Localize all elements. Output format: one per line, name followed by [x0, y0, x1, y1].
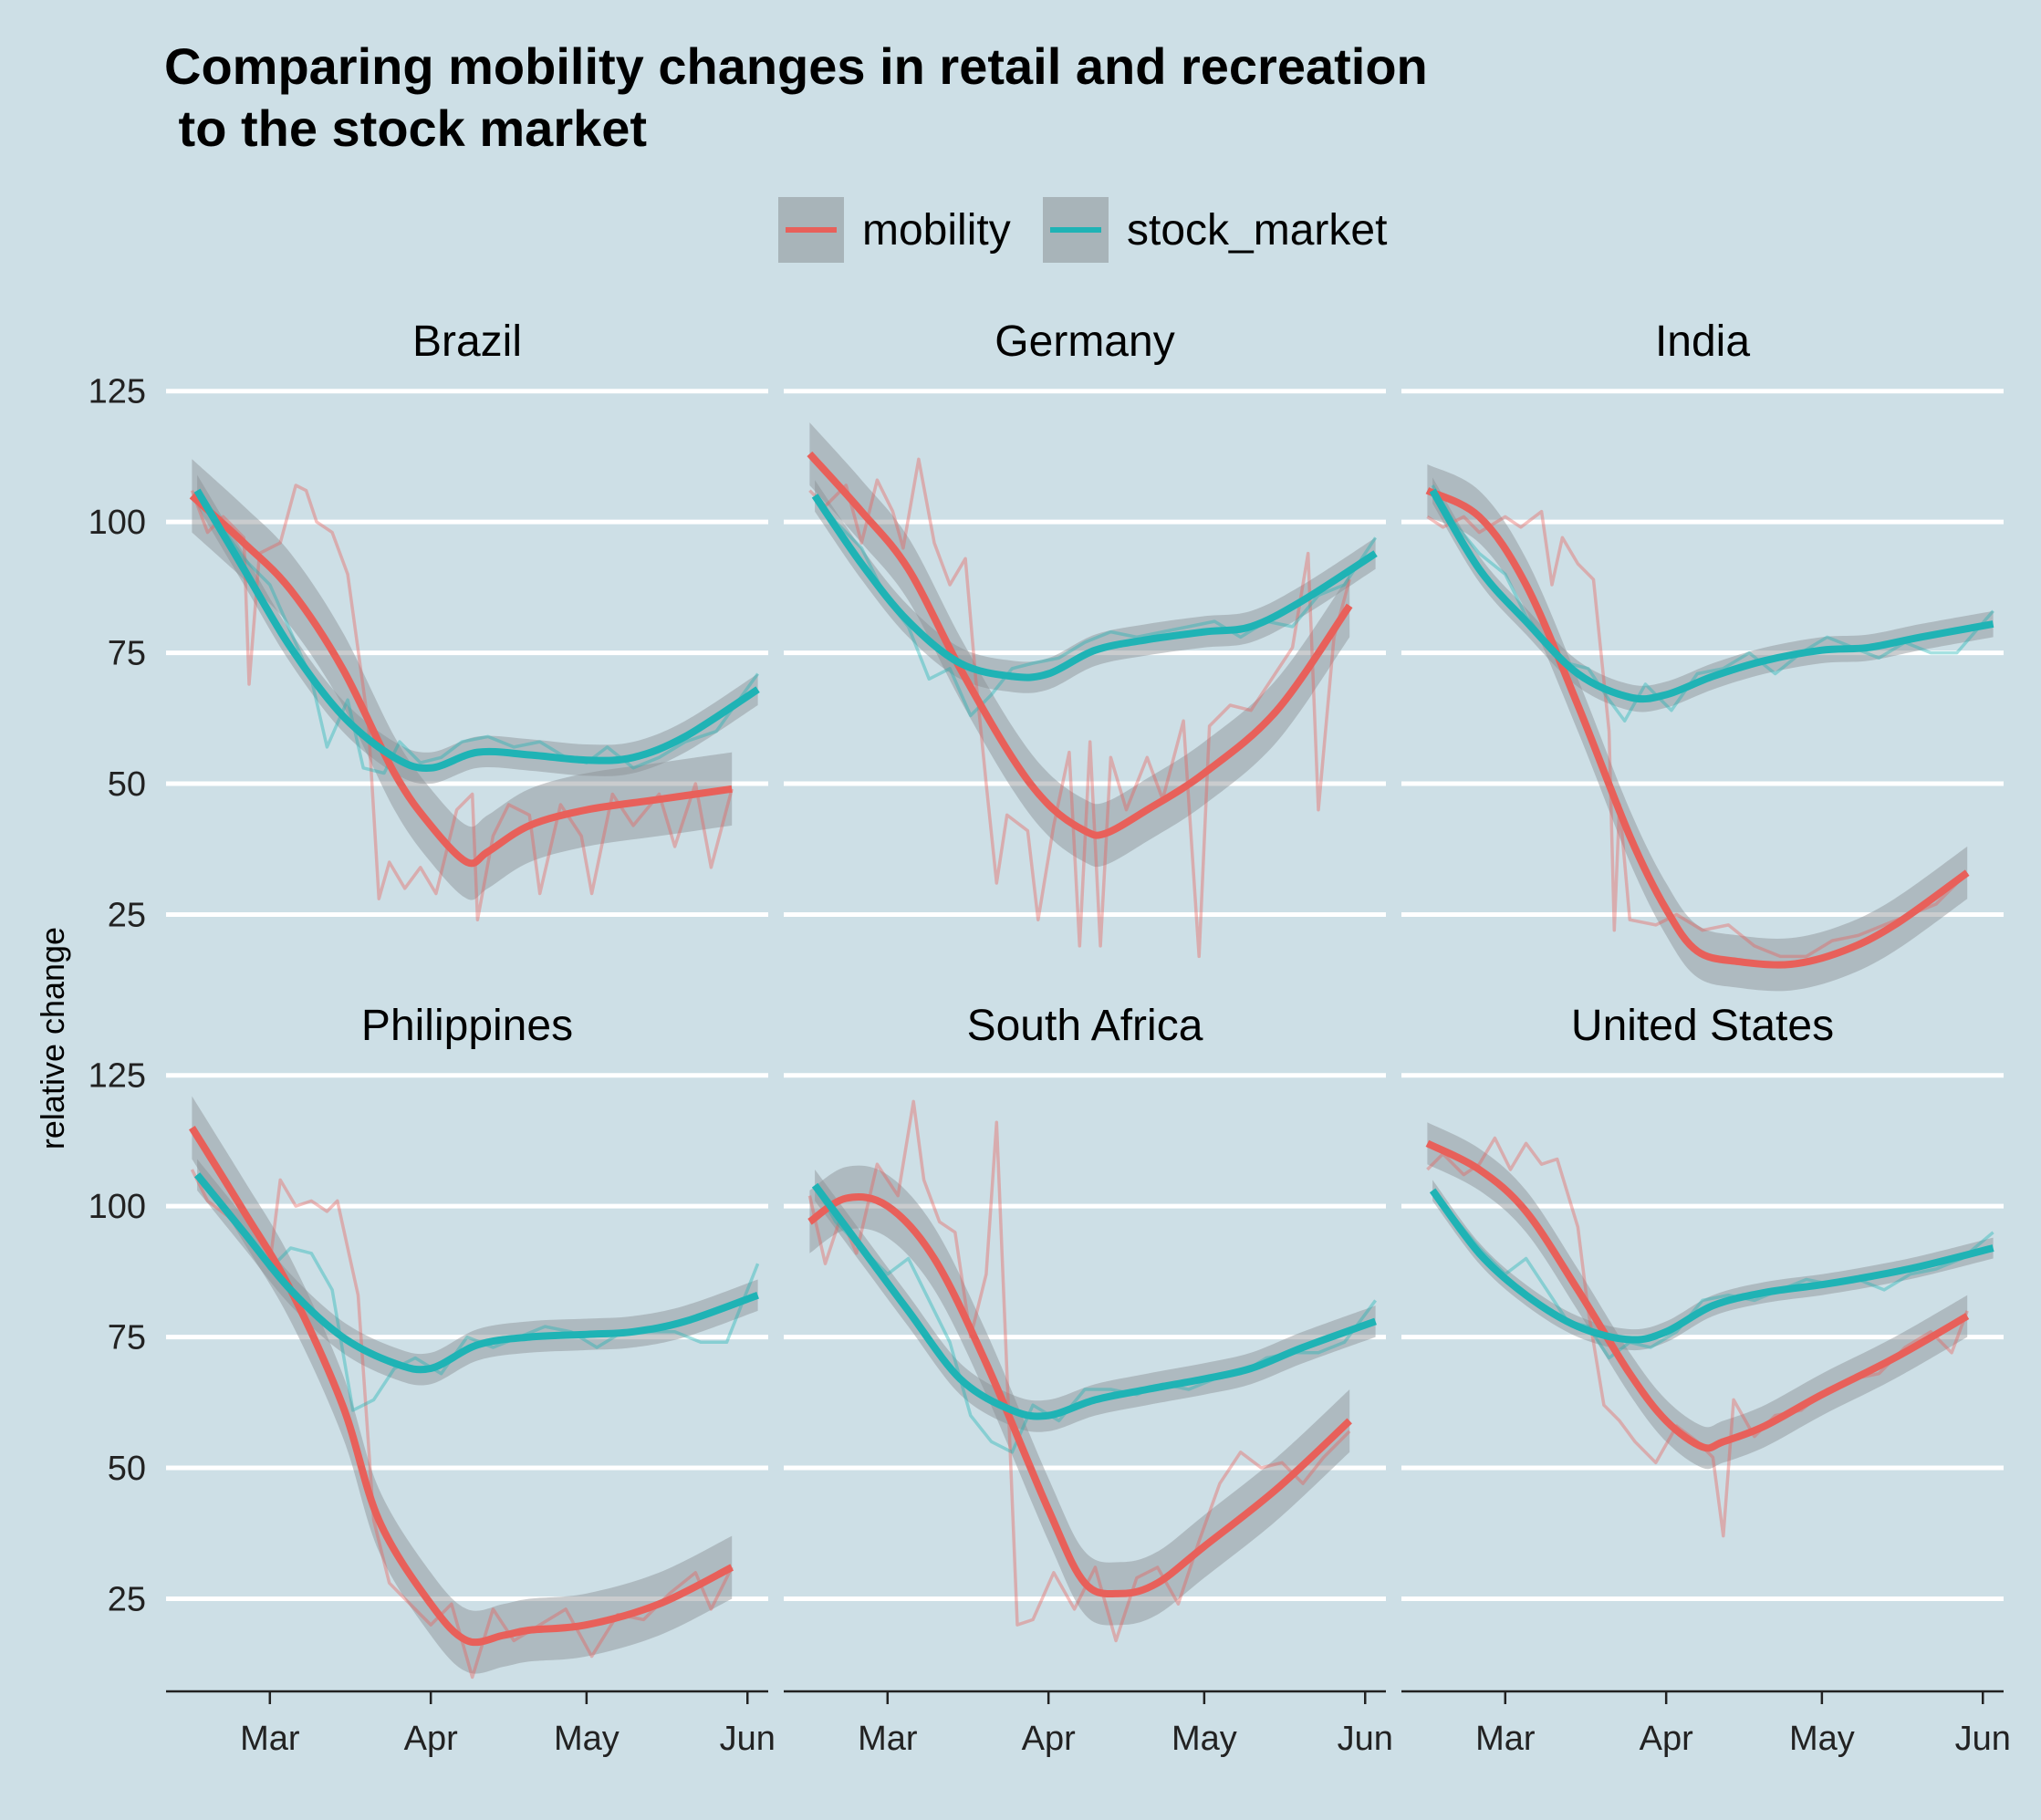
- y-tick-label-25: 25: [108, 1580, 146, 1618]
- x-tick-label-jun: Jun: [1338, 1720, 1393, 1758]
- panel-title-south-africa: South Africa: [967, 1002, 1203, 1050]
- trend-line-mobility-india: [1425, 487, 1970, 969]
- confidence-band-mobility-germany: [809, 422, 1350, 868]
- panel-title-united-states: United States: [1571, 1002, 1834, 1050]
- x-tick-label-jun: Jun: [1955, 1720, 2011, 1758]
- x-tick-label-apr: Apr: [1022, 1720, 1076, 1758]
- y-tick-label-75: 75: [108, 635, 146, 673]
- legend-label-stock_market: stock_market: [1127, 206, 1387, 255]
- raw-line-mobility-south-africa: [807, 1099, 1351, 1643]
- panel-brazil: Brazil 25 50 75 100 125: [89, 317, 768, 934]
- y-tick-label-50: 50: [108, 765, 146, 804]
- x-tick-label-apr: Apr: [1640, 1720, 1693, 1758]
- trend-line-stock_market-germany: [811, 494, 1378, 681]
- trend-line-stock_market-united-states: [1429, 1188, 1994, 1344]
- trend-line-stock_market-south-africa: [811, 1182, 1377, 1420]
- confidence-band-stock_market-united-states: [1432, 1180, 1994, 1351]
- y-tick-label-25: 25: [108, 896, 146, 934]
- raw-line-mobility-india: [1426, 509, 1969, 959]
- confidence-band-mobility-united-states: [1427, 1122, 1968, 1470]
- y-tick-label-125: 125: [89, 373, 146, 411]
- confidence-band-stock_market-south-africa: [815, 1170, 1376, 1432]
- trend-line-mobility-south-africa: [807, 1193, 1352, 1598]
- x-tick-label-mar: Mar: [858, 1720, 918, 1758]
- legend-label-mobility: mobility: [862, 206, 1011, 255]
- confidence-band-stock_market-germany: [815, 480, 1376, 693]
- legend: mobility stock_market: [778, 197, 1387, 263]
- x-tick-label-mar: Mar: [240, 1720, 300, 1758]
- raw-line-stock_market-brazil: [195, 489, 760, 775]
- panel-philippines: Philippines 25 50 75 100 125 Mar Apr May Jun: [89, 1002, 776, 1758]
- y-axis-title: relative change: [34, 927, 71, 1149]
- chart-title: Comparing mobility changes in retail and…: [164, 37, 1442, 157]
- panel-south-africa: South Africa Mar Apr May Jun: [784, 1002, 1393, 1758]
- y-tick-label-50: 50: [108, 1450, 146, 1488]
- panel-germany: Germany: [784, 317, 1386, 959]
- x-tick-label-may: May: [554, 1720, 620, 1758]
- y-tick-label-100: 100: [89, 504, 146, 542]
- trend-line-stock_market-brazil: [193, 488, 760, 772]
- confidence-band-mobility-philippines: [192, 1096, 733, 1674]
- trend-line-mobility-philippines: [189, 1125, 734, 1647]
- trend-line-mobility-germany: [807, 451, 1353, 839]
- chart-title-line-1: Comparing mobility changes in retail and…: [164, 37, 1428, 95]
- panel-united-states: United States Mar Apr May Jun: [1401, 1002, 2011, 1758]
- panel-title-germany: Germany: [994, 317, 1174, 366]
- y-tick-label-75: 75: [108, 1319, 146, 1357]
- panel-title-india: India: [1655, 317, 1750, 366]
- x-tick-label-may: May: [1789, 1720, 1855, 1758]
- y-tick-label-100: 100: [89, 1188, 146, 1226]
- trend-line-stock_market-india: [1429, 488, 1994, 703]
- trend-line-stock_market-philippines: [194, 1172, 759, 1374]
- panel-title-philippines: Philippines: [361, 1002, 573, 1050]
- x-tick-label-mar: Mar: [1475, 1720, 1536, 1758]
- panel-india: India: [1401, 317, 2004, 992]
- confidence-band-stock_market-india: [1432, 477, 1994, 712]
- confidence-band-mobility-brazil: [192, 459, 733, 900]
- raw-line-mobility-germany: [808, 457, 1351, 959]
- trend-line-mobility-brazil: [189, 493, 733, 868]
- chart-title-line-2: to the stock market: [164, 99, 647, 157]
- x-tick-label-apr: Apr: [404, 1720, 458, 1758]
- panel-title-brazil: Brazil: [412, 317, 522, 366]
- x-tick-label-jun: Jun: [720, 1720, 776, 1758]
- y-tick-label-125: 125: [89, 1057, 146, 1096]
- trend-line-mobility-united-states: [1425, 1139, 1970, 1452]
- facet-panels: Brazil 25 50 75 100 125 Germany India Philippine…: [89, 317, 2011, 1758]
- x-tick-label-may: May: [1171, 1720, 1237, 1758]
